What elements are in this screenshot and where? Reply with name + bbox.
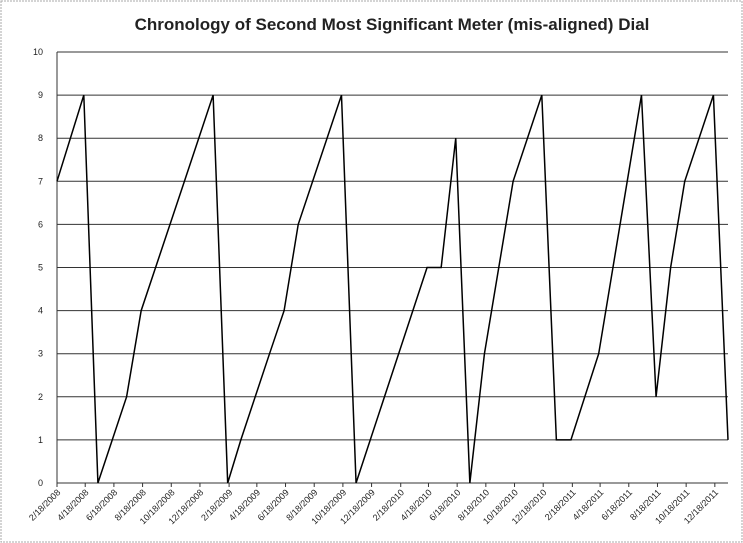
y-tick-label: 2 bbox=[38, 392, 43, 402]
y-tick-label: 1 bbox=[38, 435, 43, 445]
y-tick-label: 9 bbox=[38, 90, 43, 100]
chart-title: Chronology of Second Most Significant Me… bbox=[135, 15, 650, 34]
y-tick-label: 0 bbox=[38, 478, 43, 488]
y-tick-label: 3 bbox=[38, 349, 43, 359]
y-tick-label: 8 bbox=[38, 133, 43, 143]
y-tick-label: 7 bbox=[38, 176, 43, 186]
y-tick-label: 5 bbox=[38, 263, 43, 273]
y-tick-label: 4 bbox=[38, 306, 43, 316]
line-series bbox=[56, 94, 729, 484]
y-tick-label: 10 bbox=[33, 47, 43, 57]
y-tick-label: 6 bbox=[38, 219, 43, 229]
